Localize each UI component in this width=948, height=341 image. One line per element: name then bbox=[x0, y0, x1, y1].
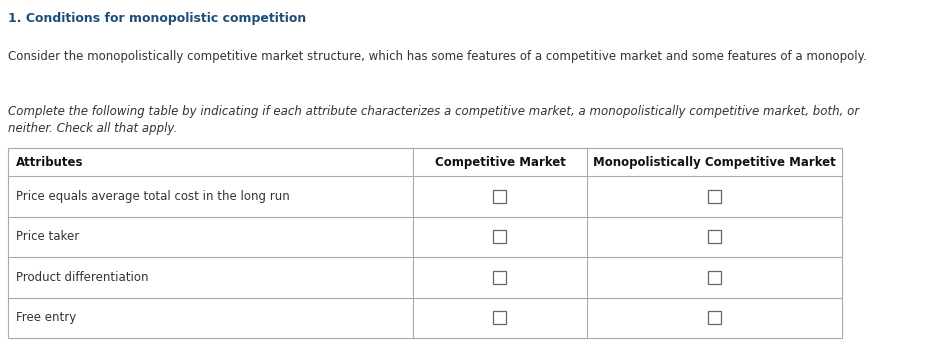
Bar bbox=[8, 148, 842, 338]
Bar bbox=[708, 230, 721, 243]
Text: Price equals average total cost in the long run: Price equals average total cost in the l… bbox=[16, 190, 290, 203]
Text: Attributes: Attributes bbox=[16, 155, 83, 168]
Bar bbox=[494, 271, 506, 284]
Text: neither. Check all that apply.: neither. Check all that apply. bbox=[8, 122, 177, 135]
Text: Complete the following table by indicating if each attribute characterizes a com: Complete the following table by indicati… bbox=[8, 105, 859, 118]
Text: Free entry: Free entry bbox=[16, 311, 76, 324]
Bar bbox=[494, 311, 506, 324]
Bar bbox=[708, 190, 721, 203]
Text: Product differentiation: Product differentiation bbox=[16, 271, 149, 284]
Bar bbox=[494, 230, 506, 243]
Bar bbox=[708, 311, 721, 324]
Text: Competitive Market: Competitive Market bbox=[434, 155, 565, 168]
Text: Price taker: Price taker bbox=[16, 230, 80, 243]
Text: Monopolistically Competitive Market: Monopolistically Competitive Market bbox=[593, 155, 836, 168]
Text: 1. Conditions for monopolistic competition: 1. Conditions for monopolistic competiti… bbox=[8, 12, 306, 25]
Bar bbox=[494, 190, 506, 203]
Bar bbox=[708, 271, 721, 284]
Text: Consider the monopolistically competitive market structure, which has some featu: Consider the monopolistically competitiv… bbox=[8, 50, 866, 63]
